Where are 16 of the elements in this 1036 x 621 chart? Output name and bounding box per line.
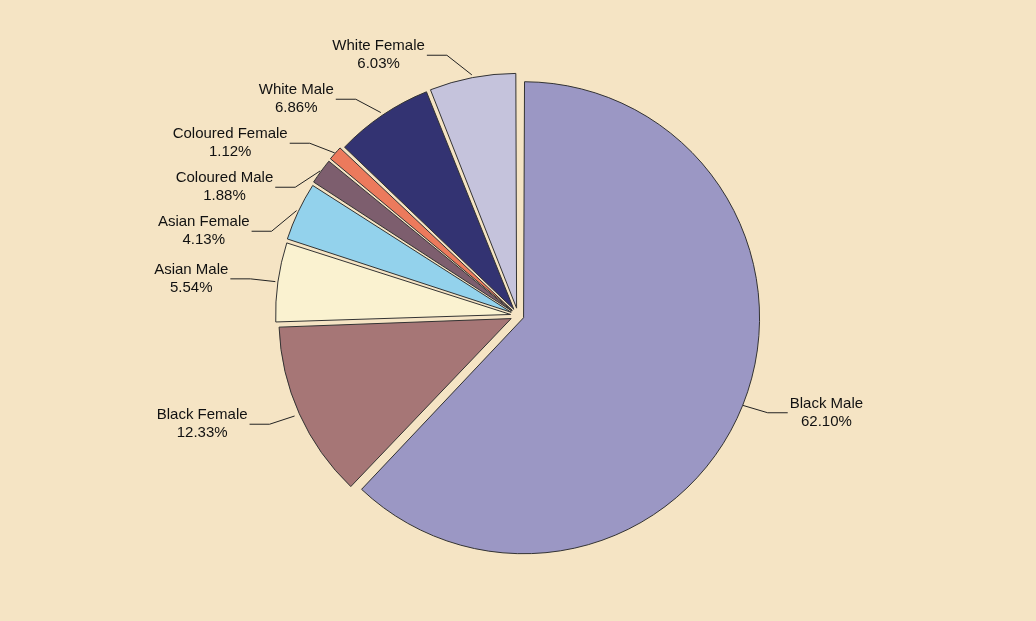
data-label: 62.10%	[800, 411, 852, 429]
slice-label: Coloured Female	[172, 124, 288, 142]
slice-label: Asian Female	[157, 212, 250, 230]
slice-label: Asian Male	[154, 260, 229, 277]
data-label: 5.54%	[169, 278, 213, 295]
slice-label: Black Female	[156, 405, 248, 423]
slice-label: White Male	[258, 80, 334, 98]
data-label: 4.13%	[182, 230, 226, 248]
data-label: 1.88%	[203, 186, 246, 204]
slice-label: Black Male	[789, 393, 864, 411]
data-label: 6.86%	[275, 98, 318, 116]
data-label: 6.03%	[357, 54, 400, 72]
data-label: 12.33%	[176, 423, 228, 441]
slice-label: White Female	[332, 36, 425, 54]
data-label: 1.12%	[208, 142, 252, 160]
slice-label: Coloured Male	[175, 168, 274, 186]
